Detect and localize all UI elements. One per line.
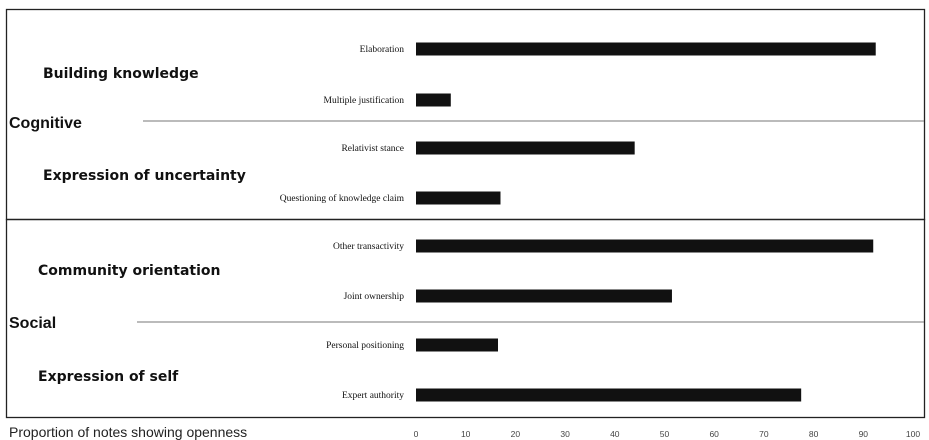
dimension-label-cognitive: Cognitive xyxy=(9,115,82,132)
category-label-relativist-stance: Relativist stance xyxy=(341,144,404,154)
category-label-multiple-justification: Multiple justification xyxy=(324,95,405,106)
category-label-joint-ownership: Joint ownership xyxy=(344,292,405,302)
bar-personal-positioning xyxy=(416,338,499,352)
x-tick-label-80: 80 xyxy=(809,429,819,439)
category-label-questioning-of-knowledge-claim: Questioning of knowledge claim xyxy=(280,193,405,204)
category-label-expert-authority: Expert authority xyxy=(342,391,404,401)
x-tick-label-40: 40 xyxy=(610,429,620,439)
category-label-elaboration: Elaboration xyxy=(360,45,405,55)
group-label-community-orientation: Community orientation xyxy=(38,263,221,279)
category-label-other-transactivity: Other transactivity xyxy=(333,242,404,252)
x-tick-label-90: 90 xyxy=(859,429,869,439)
dimension-label-social: Social xyxy=(9,315,56,332)
x-tick-label-30: 30 xyxy=(560,429,570,439)
category-label-personal-positioning: Personal positioning xyxy=(326,341,404,351)
x-tick-label-20: 20 xyxy=(511,429,521,439)
x-tick-label-0: 0 xyxy=(414,429,419,439)
x-tick-label-10: 10 xyxy=(461,429,471,439)
bar-expert-authority xyxy=(416,388,802,402)
social-panel-frame xyxy=(5,218,926,419)
bar-questioning-of-knowledge-claim xyxy=(416,191,501,205)
x-tick-label-100: 100 xyxy=(906,429,920,439)
bar-multiple-justification xyxy=(416,93,451,107)
x-tick-label-60: 60 xyxy=(709,429,719,439)
x-axis-title: Proportion of notes showing openness xyxy=(9,424,247,440)
bar-relativist-stance xyxy=(416,141,635,155)
bar-other-transactivity xyxy=(416,239,874,253)
group-label-expression-of-uncertainty: Expression of uncertainty xyxy=(43,168,246,184)
bar-elaboration xyxy=(416,42,876,56)
x-tick-label-70: 70 xyxy=(759,429,769,439)
bar-joint-ownership xyxy=(416,289,672,303)
group-label-building-knowledge: Building knowledge xyxy=(43,66,199,82)
group-label-expression-of-self: Expression of self xyxy=(38,369,179,385)
cognitive-panel-frame xyxy=(5,8,926,221)
x-tick-label-50: 50 xyxy=(660,429,670,439)
